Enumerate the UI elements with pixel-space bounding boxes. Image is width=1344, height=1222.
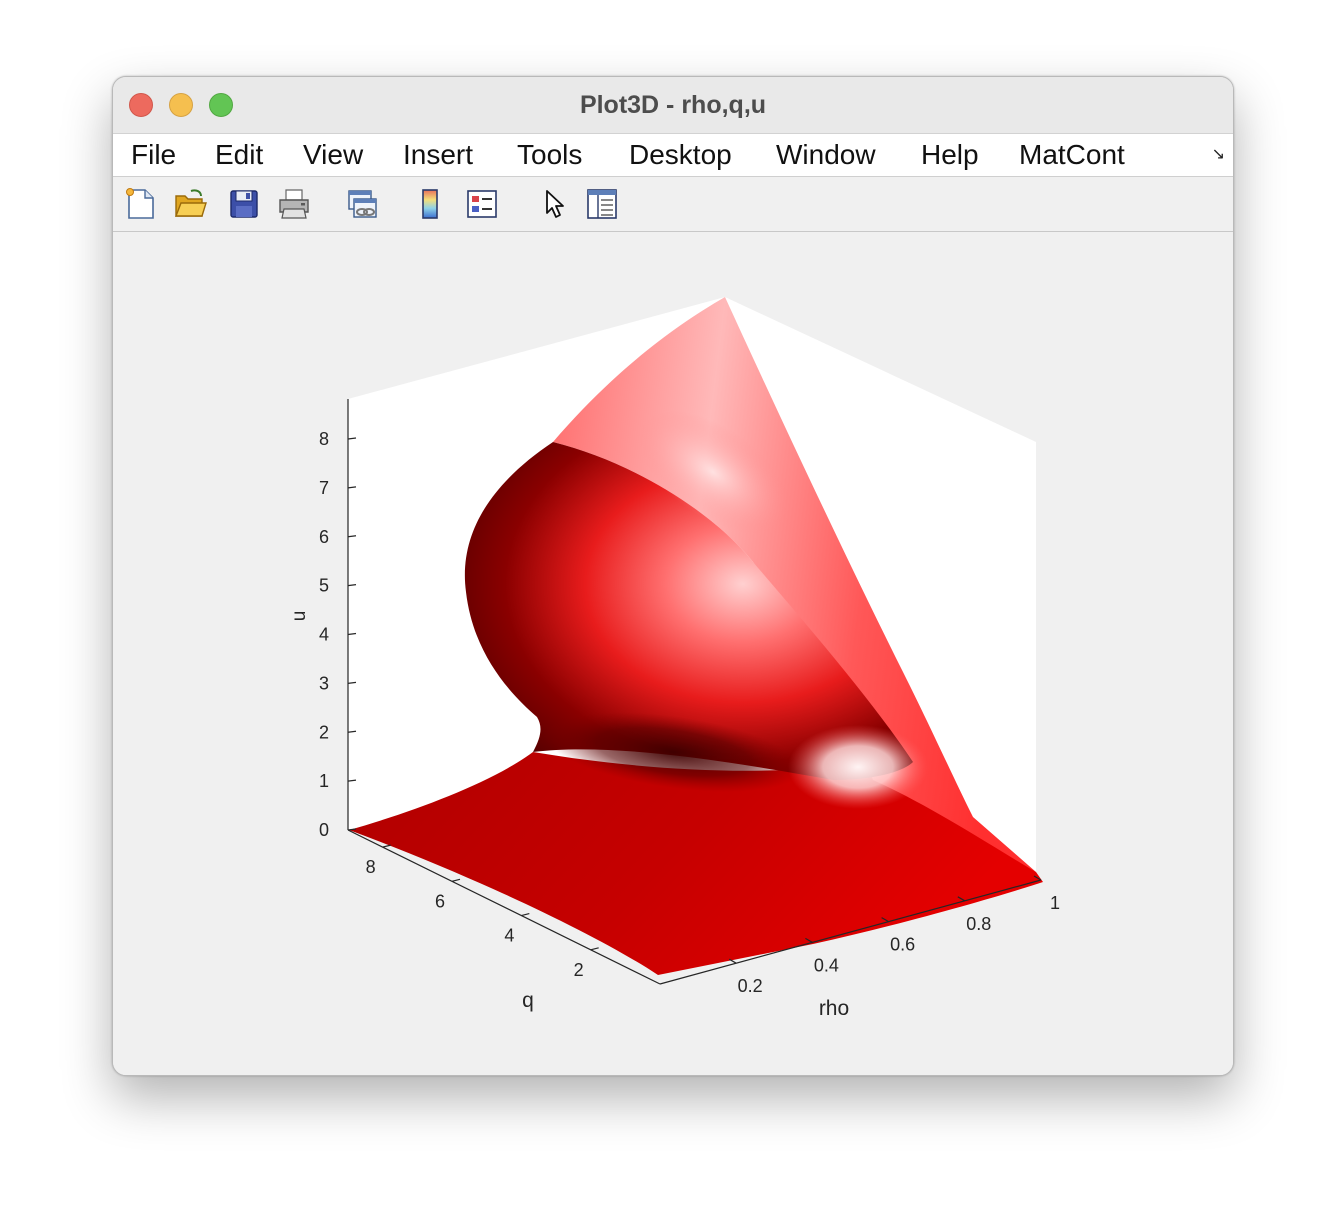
minimize-window-button[interactable] bbox=[169, 93, 193, 117]
menu-insert[interactable]: Insert bbox=[403, 139, 474, 170]
cusp-highlight bbox=[788, 725, 928, 809]
property-inspector-icon[interactable] bbox=[585, 187, 619, 221]
x-axis-label: rho bbox=[819, 997, 849, 1020]
x-tick-mark bbox=[957, 896, 966, 902]
z-tick-label: 7 bbox=[319, 478, 329, 498]
window-title: Plot3D - rho,q,u bbox=[579, 91, 767, 119]
z-tick-label: 3 bbox=[319, 673, 329, 693]
x-tick-label: 0.2 bbox=[738, 976, 763, 996]
x-tick-mark bbox=[1033, 875, 1042, 881]
pointer-icon[interactable] bbox=[537, 187, 571, 221]
menu-bar: File Edit View Insert Tools Desktop Wind… bbox=[113, 134, 1233, 177]
menu-view[interactable]: View bbox=[303, 139, 364, 170]
z-axis-label: u bbox=[289, 611, 310, 622]
dock-arrow-icon[interactable]: ↘ bbox=[1211, 146, 1225, 163]
z-tick-mark bbox=[347, 437, 357, 440]
x-axis-ticks: 0.2 0.4 0.6 0.8 1 bbox=[728, 875, 1060, 996]
menu-desktop[interactable]: Desktop bbox=[629, 139, 732, 170]
figure-window: Plot3D - rho,q,u File Edit View Insert T… bbox=[112, 76, 1234, 1076]
z-tick-mark bbox=[347, 828, 357, 831]
close-window-button[interactable] bbox=[129, 93, 153, 117]
z-tick-label: 0 bbox=[319, 820, 329, 840]
menu-file[interactable]: File bbox=[131, 139, 177, 170]
z-tick-label: 2 bbox=[319, 722, 329, 742]
z-tick-mark bbox=[347, 730, 357, 733]
surface-fold bbox=[464, 442, 913, 780]
colorbar-icon[interactable] bbox=[413, 187, 447, 221]
link-plot-icon[interactable] bbox=[345, 187, 379, 221]
y-tick-label: 2 bbox=[574, 960, 584, 980]
z-tick-mark bbox=[347, 486, 357, 489]
y-tick-mark bbox=[382, 844, 391, 848]
z-tick-mark bbox=[347, 681, 357, 684]
open-file-icon[interactable] bbox=[173, 187, 207, 221]
plot-area: 0 1 2 3 4 5 6 7 8 2 4 6 8 0.2 0.4 0.6 0.8 1 u q rho bbox=[113, 232, 1233, 1075]
x-tick-label: 0.6 bbox=[890, 935, 915, 955]
y-axis-line bbox=[347, 829, 661, 985]
z-tick-mark bbox=[347, 779, 357, 782]
maximize-window-button[interactable] bbox=[209, 93, 233, 117]
y-tick-mark bbox=[451, 878, 461, 882]
menu-window[interactable]: Window bbox=[776, 139, 876, 170]
z-tick-mark bbox=[347, 632, 357, 636]
save-icon[interactable] bbox=[227, 187, 261, 221]
y-axis-label: q bbox=[522, 989, 534, 1012]
y-tick-label: 8 bbox=[366, 857, 376, 877]
figure-toolbar bbox=[113, 177, 1233, 232]
legend-icon[interactable] bbox=[465, 187, 499, 221]
z-tick-label: 4 bbox=[319, 625, 329, 645]
z-tick-mark bbox=[347, 535, 357, 538]
x-tick-mark bbox=[805, 937, 813, 943]
x-tick-label: 0.4 bbox=[814, 955, 839, 975]
surface-plot[interactable]: 0 1 2 3 4 5 6 7 8 2 4 6 8 0.2 0.4 0.6 0.8 1 u q rho bbox=[113, 232, 1233, 1075]
new-figure-icon[interactable] bbox=[123, 187, 157, 221]
z-tick-label: 6 bbox=[319, 527, 329, 547]
x-axis-line bbox=[659, 879, 1042, 985]
sheet-highlight bbox=[638, 410, 788, 534]
z-tick-label: 1 bbox=[319, 771, 329, 791]
z-axis-ticks: 0 1 2 3 4 5 6 7 8 bbox=[319, 429, 357, 840]
fold-shadow bbox=[544, 712, 802, 792]
z-tick-label: 5 bbox=[319, 576, 329, 596]
x-tick-mark bbox=[728, 958, 737, 964]
x-tick-label: 0.8 bbox=[966, 914, 991, 934]
print-icon[interactable] bbox=[277, 187, 311, 221]
menu-tools[interactable]: Tools bbox=[517, 139, 583, 170]
z-tick-mark bbox=[347, 584, 357, 587]
y-tick-label: 6 bbox=[435, 891, 445, 911]
title-bar: Plot3D - rho,q,u bbox=[113, 77, 1233, 134]
menu-edit[interactable]: Edit bbox=[215, 139, 264, 170]
z-tick-label: 8 bbox=[319, 429, 329, 449]
x-tick-mark bbox=[881, 917, 889, 923]
menu-matcont[interactable]: MatCont bbox=[1019, 139, 1125, 170]
y-tick-mark bbox=[521, 912, 530, 917]
y-axis-ticks: 2 4 6 8 bbox=[366, 844, 599, 980]
y-tick-mark bbox=[590, 947, 599, 951]
x-tick-label: 1 bbox=[1050, 893, 1060, 913]
menu-help[interactable]: Help bbox=[921, 139, 979, 170]
y-tick-label: 4 bbox=[504, 926, 514, 946]
